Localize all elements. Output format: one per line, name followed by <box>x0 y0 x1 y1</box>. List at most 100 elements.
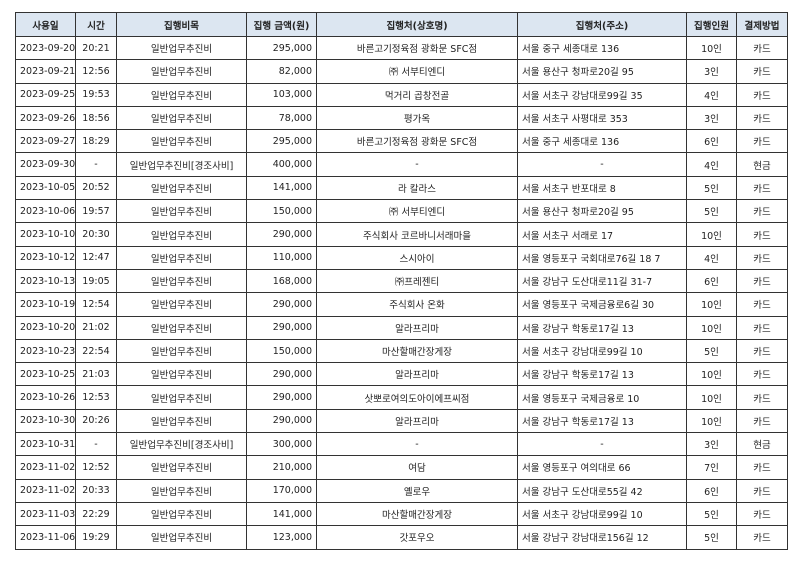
cell-merchant: 주식회사 코르바니서래마을 <box>316 222 518 247</box>
cell-merchant: 바른고기정육점 광화문 SFC점 <box>316 129 518 154</box>
cell-date: 2023-11-03 <box>15 501 76 527</box>
cell-address: 서울 중구 세종대로 136 <box>517 35 687 61</box>
cell-date: 2023-10-05 <box>15 175 76 201</box>
cell-headcount: 10인 <box>686 362 737 387</box>
table-row: 2023-10-05 20:52 일반업무추진비 141,000 라 칼라스 서울 서초구… <box>15 175 788 201</box>
cell-time: 21:02 <box>75 315 117 340</box>
cell-address: - <box>517 152 687 177</box>
cell-headcount: 4인 <box>686 152 737 177</box>
cell-date: 2023-10-10 <box>15 222 76 247</box>
cell-payment: 카드 <box>736 525 788 550</box>
table-row: 2023-10-31- 일반업무추진비[경조사비] 300,000- -3인 현금 <box>15 432 788 457</box>
cell-category: 일반업무추진비 <box>116 268 247 294</box>
cell-merchant: 알라프리마 <box>316 315 518 340</box>
cell-time: 19:53 <box>75 82 117 107</box>
table-row: 2023-10-10 20:30 일반업무추진비 290,000 주식회사 코르바니서래… <box>15 222 788 247</box>
cell-headcount: 10인 <box>686 292 737 317</box>
column-header-time: 시간 <box>75 12 117 37</box>
cell-headcount: 7인 <box>686 455 737 480</box>
cell-payment: 카드 <box>736 501 788 527</box>
cell-amount: 170,000 <box>246 478 317 503</box>
cell-address: 서울 영등포구 국제금융로6길 30 <box>517 292 687 317</box>
cell-headcount: 3인 <box>686 432 737 457</box>
cell-payment: 카드 <box>736 222 788 247</box>
cell-category: 일반업무추진비 <box>116 245 247 270</box>
cell-date: 2023-10-30 <box>15 408 76 434</box>
cell-category: 일반업무추진비 <box>116 175 247 201</box>
column-header-headcount: 집행인원 <box>686 12 737 37</box>
cell-merchant: - <box>316 432 518 457</box>
expense-table: 사용일 시간 집행비목 집행 금액(원) 집행처(상호명) 집행처(주소) 집행인원 결제방법… <box>15 12 788 550</box>
cell-date: 2023-10-12 <box>15 245 76 270</box>
cell-merchant: - <box>316 152 518 177</box>
cell-headcount: 10인 <box>686 408 737 434</box>
cell-amount: 141,000 <box>246 175 317 201</box>
cell-category: 일반업무추진비 <box>116 35 247 61</box>
cell-amount: 290,000 <box>246 222 317 247</box>
cell-payment: 카드 <box>736 129 788 154</box>
cell-category: 일반업무추진비 <box>116 525 247 550</box>
table-row: 2023-11-06 19:29 일반업무추진비 123,000 갓포우오 서울 강남구 … <box>15 525 788 550</box>
table-row: 2023-09-27 18:29 일반업무추진비 295,000 바른고기정육점 광화문… <box>15 129 788 154</box>
cell-merchant: 마산할매간장게장 <box>316 501 518 527</box>
column-header-payment: 결제방법 <box>736 12 788 37</box>
table-row: 2023-10-23 22:54 일반업무추진비 150,000 마산할매간장게장 서울 … <box>15 338 788 364</box>
cell-payment: 카드 <box>736 245 788 270</box>
cell-amount: 123,000 <box>246 525 317 550</box>
cell-time: - <box>75 152 117 177</box>
cell-amount: 290,000 <box>246 315 317 340</box>
cell-merchant: 마산할매간장게장 <box>316 338 518 364</box>
cell-amount: 150,000 <box>246 338 317 364</box>
cell-merchant: 옐로우 <box>316 478 518 503</box>
cell-address: 서울 강남구 학동로17길 13 <box>517 362 687 387</box>
cell-payment: 카드 <box>736 408 788 434</box>
cell-amount: 141,000 <box>246 501 317 527</box>
cell-headcount: 10인 <box>686 35 737 61</box>
cell-amount: 210,000 <box>246 455 317 480</box>
cell-headcount: 4인 <box>686 245 737 270</box>
cell-date: 2023-10-19 <box>15 292 76 317</box>
cell-payment: 카드 <box>736 105 788 131</box>
cell-merchant: 스시아이 <box>316 245 518 270</box>
cell-payment: 현금 <box>736 152 788 177</box>
column-header-category: 집행비목 <box>116 12 247 37</box>
cell-time: 12:52 <box>75 455 117 480</box>
table-row: 2023-09-30- 일반업무추진비[경조사비] 400,000- -4인 현금 <box>15 152 788 177</box>
cell-headcount: 6인 <box>686 268 737 294</box>
cell-category: 일반업무추진비 <box>116 129 247 154</box>
table-body: 2023-09-20 20:21 일반업무추진비 295,000 바른고기정육점 광화문… <box>15 35 788 550</box>
cell-time: - <box>75 432 117 457</box>
cell-address: 서울 용산구 청파로20길 95 <box>517 199 687 224</box>
cell-date: 2023-09-21 <box>15 59 76 84</box>
cell-headcount: 5인 <box>686 338 737 364</box>
cell-time: 20:33 <box>75 478 117 503</box>
cell-address: 서울 서초구 강남대로99길 35 <box>517 82 687 107</box>
cell-date: 2023-10-23 <box>15 338 76 364</box>
cell-date: 2023-09-26 <box>15 105 76 131</box>
cell-category: 일반업무추진비[경조사비] <box>116 432 247 457</box>
cell-payment: 카드 <box>736 199 788 224</box>
cell-headcount: 3인 <box>686 105 737 131</box>
cell-payment: 카드 <box>736 478 788 503</box>
cell-address: 서울 강남구 학동로17길 13 <box>517 408 687 434</box>
cell-address: 서울 중구 세종대로 136 <box>517 129 687 154</box>
cell-merchant: ㈜ 서부티엔디 <box>316 199 518 224</box>
cell-payment: 카드 <box>736 292 788 317</box>
cell-merchant: 라 칼라스 <box>316 175 518 201</box>
cell-merchant: 알라프리마 <box>316 362 518 387</box>
cell-address: 서울 영등포구 국제금융로 10 <box>517 385 687 410</box>
cell-headcount: 6인 <box>686 478 737 503</box>
table-row: 2023-09-20 20:21 일반업무추진비 295,000 바른고기정육점 광화문… <box>15 35 788 61</box>
cell-time: 19:05 <box>75 268 117 294</box>
table-row: 2023-10-25 21:03 일반업무추진비 290,000 알라프리마 서울 강남구… <box>15 362 788 387</box>
cell-date: 2023-11-02 <box>15 455 76 480</box>
cell-address: 서울 영등포구 국회대로76길 18 7 <box>517 245 687 270</box>
cell-payment: 카드 <box>736 315 788 340</box>
cell-address: 서울 서초구 사평대로 353 <box>517 105 687 131</box>
cell-time: 21:03 <box>75 362 117 387</box>
cell-amount: 110,000 <box>246 245 317 270</box>
cell-date: 2023-09-20 <box>15 35 76 61</box>
cell-address: 서울 강남구 도산대로55길 42 <box>517 478 687 503</box>
cell-merchant: 삿뽀로여의도아이에프씨점 <box>316 385 518 410</box>
cell-payment: 카드 <box>736 35 788 61</box>
